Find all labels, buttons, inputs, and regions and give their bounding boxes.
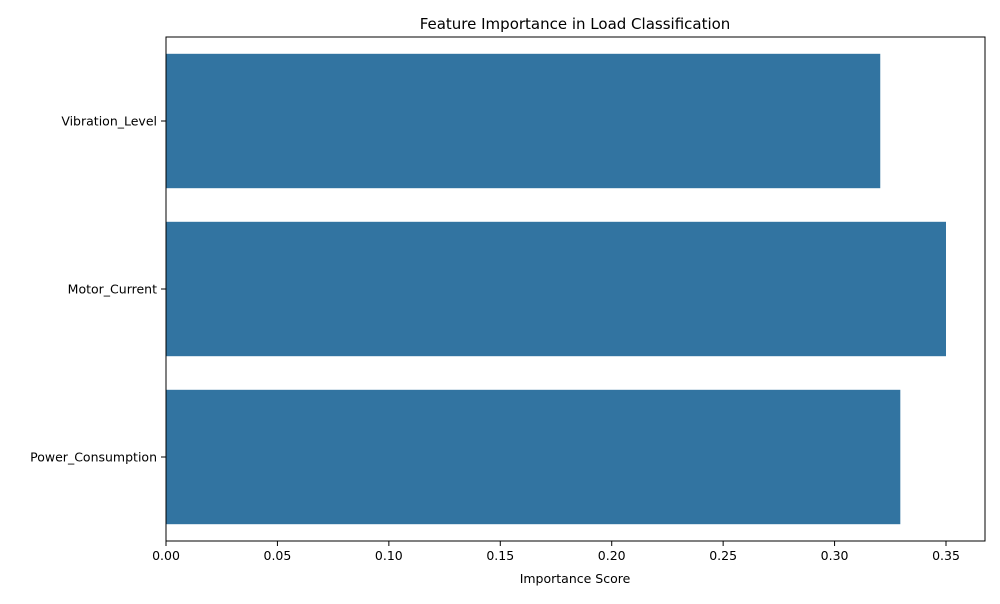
y-tick-label: Motor_Current (68, 282, 157, 297)
x-tick-label: 0.05 (264, 548, 292, 563)
y-tick-label: Power_Consumption (30, 450, 157, 465)
chart-title: Feature Importance in Load Classificatio… (420, 15, 731, 33)
x-tick-label: 0.20 (598, 548, 626, 563)
x-tick-label: 0.00 (152, 548, 180, 563)
bar-motor-current (166, 221, 946, 357)
x-axis-label: Importance Score (520, 571, 631, 586)
bar-vibration-level (166, 53, 881, 189)
bar-power-consumption (166, 389, 901, 525)
y-tick-label: Vibration_Level (61, 114, 157, 129)
x-tick-label: 0.10 (375, 548, 403, 563)
x-tick-label: 0.35 (932, 548, 960, 563)
plot-frame (165, 36, 986, 542)
bars-layer (166, 53, 946, 525)
x-tick-label: 0.15 (486, 548, 514, 563)
axes-layer: Vibration_Level Motor_Current Power_Consum… (30, 36, 986, 563)
x-tick-label: 0.30 (821, 548, 849, 563)
x-tick-label: 0.25 (709, 548, 737, 563)
